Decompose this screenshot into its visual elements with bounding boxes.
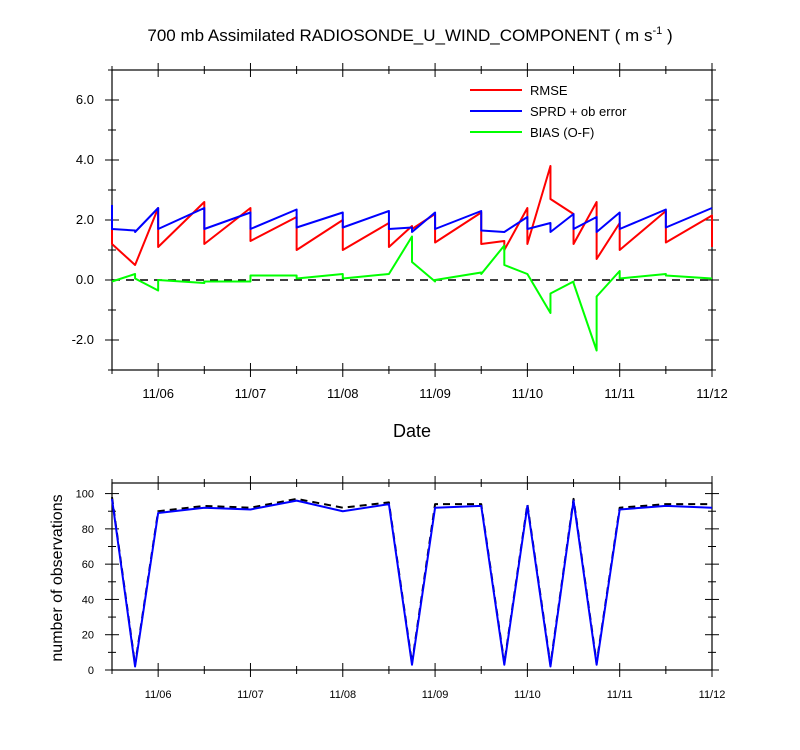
legend-label-bias-o-f: BIAS (O-F)	[530, 125, 594, 140]
x-tick-label: 11/09	[419, 386, 451, 401]
y-tick-label: 20	[82, 630, 94, 642]
y-tick-label: 6.0	[76, 92, 94, 107]
x-tick-label: 11/10	[512, 386, 544, 401]
series-line-sprd-ob-error	[111, 205, 713, 233]
x-tick-label: 11/06	[142, 386, 174, 401]
bottom-series	[111, 496, 713, 668]
y-tick-label: 100	[76, 489, 94, 501]
x-tick-label: 11/08	[329, 689, 356, 701]
series-line-rmse	[111, 165, 713, 266]
x-tick-label: 11/07	[237, 689, 264, 701]
x-tick-label: 11/06	[145, 689, 172, 701]
bottom-ticks: 11/06 11/07 11/08 11/09 11/10 11/11 11/12 0 20 40…	[76, 476, 726, 701]
x-tick-label: 11/12	[696, 386, 728, 401]
series-line-bias-o-f	[111, 235, 713, 352]
x-tick-label: 11/09	[422, 689, 449, 701]
series-line-obs-possible	[111, 496, 712, 666]
x-tick-label: 11/11	[607, 689, 633, 701]
bottom-panel: 11/06 11/07 11/08 11/09 11/10 11/11 11/12 0 20 40…	[49, 476, 725, 701]
x-tick-label: 11/10	[514, 689, 541, 701]
x-tick-label: 11/08	[327, 386, 359, 401]
chart-title-main: 700 mb Assimilated RADIOSONDE_U_WIND_COM…	[147, 26, 652, 45]
x-tick-label: 11/12	[699, 689, 726, 701]
x-axis-title: Date	[393, 421, 431, 441]
legend-label-rmse: RMSE	[530, 83, 568, 98]
chart-title: 700 mb Assimilated RADIOSONDE_U_WIND_COM…	[147, 25, 672, 45]
legend-label-sprd-ob-error: SPRD + ob error	[530, 104, 627, 119]
chart-title-end: )	[662, 26, 672, 45]
top-panel: 11/06 11/07 11/08 11/09 11/10 11/11 11/12 -2.0 0…	[72, 63, 728, 441]
y-tick-label: 40	[82, 594, 94, 606]
bottom-plot-frame	[111, 482, 713, 671]
series-line-obs-assimilated	[111, 498, 713, 668]
legend: RMSE SPRD + ob error BIAS (O-F)	[470, 83, 627, 140]
x-tick-label: 11/07	[235, 386, 267, 401]
chart-title-superscript: -1	[652, 25, 662, 37]
top-series	[111, 165, 713, 352]
y-tick-label: 60	[82, 559, 94, 571]
top-ticks: 11/06 11/07 11/08 11/09 11/10 11/11 11/12 -2.0 0…	[72, 63, 728, 401]
y-axis-title-observations: number of observations	[49, 494, 66, 661]
y-tick-label: 2.0	[76, 212, 94, 227]
y-tick-label: -2.0	[72, 332, 94, 347]
y-tick-label: 4.0	[76, 152, 94, 167]
y-tick-label: 80	[82, 524, 94, 536]
y-tick-label: 0	[88, 665, 94, 677]
x-tick-label: 11/11	[604, 386, 635, 401]
y-tick-label: 0.0	[76, 272, 94, 287]
